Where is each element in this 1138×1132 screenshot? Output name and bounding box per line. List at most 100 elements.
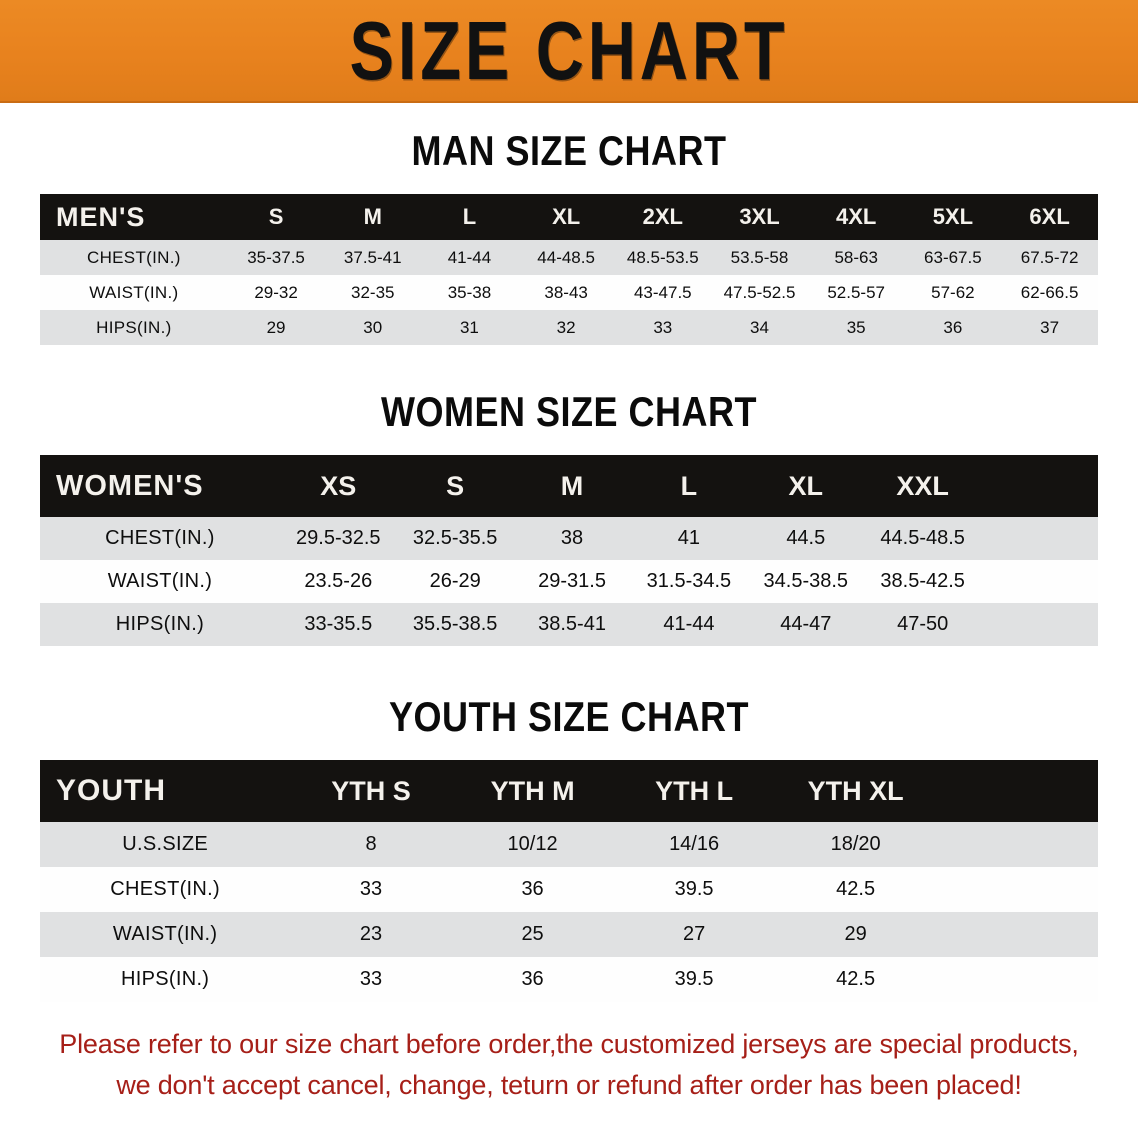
youth-cell: 39.5	[613, 867, 775, 912]
women-cell: 26-29	[396, 560, 514, 603]
man-row-label: CHEST(IN.)	[40, 240, 228, 275]
youth-cell: 27	[613, 912, 775, 957]
man-cell: 57-62	[904, 275, 1002, 310]
footer-line-2: we don't accept cancel, change, teturn o…	[116, 1070, 1022, 1101]
man-cell: 31	[421, 310, 518, 345]
man-cell: 29	[227, 310, 325, 345]
man-cell: 38-43	[517, 275, 615, 310]
women-corner-label: WOMEN'S	[40, 455, 280, 517]
women-column-header: XS	[279, 455, 397, 517]
women-cell: 29.5-32.5	[279, 517, 397, 560]
youth-table-body: U.S.SIZE 8 10/12 14/16 18/20 CHEST(IN.) 33 36 39…	[40, 822, 1098, 1002]
man-column-header: 2XL	[614, 194, 712, 240]
man-cell: 63-67.5	[904, 240, 1002, 275]
man-cell: 58-63	[807, 240, 905, 275]
man-cell: 37.5-41	[324, 240, 422, 275]
women-cell: 38.5-41	[513, 603, 631, 646]
man-cell: 36	[904, 310, 1002, 345]
youth-cell: 29	[774, 912, 937, 957]
man-table-row: HIPS(IN.) 29 30 31 32 33 34 35 36 37	[40, 310, 1098, 345]
man-header-row: MEN'S S M L XL 2XL 3XL 4XL 5XL 6XL	[40, 194, 1098, 240]
man-row-label: WAIST(IN.)	[40, 275, 228, 310]
man-cell: 29-32	[227, 275, 325, 310]
women-table-head: WOMEN'S XS S M L XL XXL	[40, 455, 1098, 517]
youth-column-header	[936, 760, 1098, 822]
youth-column-header: YTH M	[451, 760, 614, 822]
man-column-header: 3XL	[711, 194, 808, 240]
man-cell: 33	[614, 310, 712, 345]
women-cell: 34.5-38.5	[747, 560, 865, 603]
youth-section-title: YOUTH SIZE CHART	[388, 692, 749, 741]
youth-table-row: WAIST(IN.) 23 25 27 29	[40, 912, 1098, 957]
man-table-body: CHEST(IN.) 35-37.5 37.5-41 41-44 44-48.5 48.5…	[40, 240, 1098, 345]
page-banner: SIZE CHART	[0, 0, 1138, 103]
youth-row-label: WAIST(IN.)	[40, 912, 291, 957]
women-cell: 44.5	[747, 517, 865, 560]
man-cell: 32-35	[324, 275, 422, 310]
man-column-header: 5XL	[904, 194, 1002, 240]
youth-cell: 8	[290, 822, 452, 867]
women-cell: 38.5-42.5	[864, 560, 982, 603]
youth-table-row: HIPS(IN.) 33 36 39.5 42.5	[40, 957, 1098, 1002]
women-table-row: CHEST(IN.) 29.5-32.5 32.5-35.5 38 41 44.5 44.5…	[40, 517, 1098, 560]
youth-header-row: YOUTH YTH S YTH M YTH L YTH XL	[40, 760, 1098, 822]
man-table-row: CHEST(IN.) 35-37.5 37.5-41 41-44 44-48.5 48.5…	[40, 240, 1098, 275]
youth-table-head: YOUTH YTH S YTH M YTH L YTH XL	[40, 760, 1098, 822]
women-size-chart-container: WOMEN'S XS S M L XL XXL CHEST(IN.) 29.5-32.5 32…	[40, 455, 1098, 646]
man-cell: 32	[517, 310, 615, 345]
women-cell: 41-44	[630, 603, 748, 646]
youth-column-header: YTH L	[613, 760, 775, 822]
man-cell: 41-44	[421, 240, 518, 275]
women-column-header: L	[630, 455, 748, 517]
man-column-header: M	[324, 194, 422, 240]
youth-cell: 42.5	[774, 867, 937, 912]
women-row-label: HIPS(IN.)	[40, 603, 280, 646]
youth-cell: 39.5	[613, 957, 775, 1002]
youth-size-chart-container: YOUTH YTH S YTH M YTH L YTH XL U.S.SIZE 8 10/…	[40, 760, 1098, 1002]
women-header-row: WOMEN'S XS S M L XL XXL	[40, 455, 1098, 517]
man-column-header: S	[227, 194, 325, 240]
youth-cell	[936, 822, 1098, 867]
youth-cell: 14/16	[613, 822, 775, 867]
youth-cell: 23	[290, 912, 452, 957]
youth-cell: 18/20	[774, 822, 937, 867]
man-size-table: MEN'S S M L XL 2XL 3XL 4XL 5XL 6XL CHEST(IN.) 35-…	[40, 194, 1098, 345]
youth-cell	[936, 867, 1098, 912]
youth-cell: 42.5	[774, 957, 937, 1002]
man-cell: 35-37.5	[227, 240, 325, 275]
man-column-header: XL	[517, 194, 615, 240]
youth-column-header: YTH S	[290, 760, 452, 822]
man-column-header: 4XL	[807, 194, 905, 240]
women-cell	[981, 560, 1098, 603]
man-cell: 52.5-57	[807, 275, 905, 310]
women-table-body: CHEST(IN.) 29.5-32.5 32.5-35.5 38 41 44.5 44.5…	[40, 517, 1098, 646]
women-row-label: CHEST(IN.)	[40, 517, 280, 560]
women-cell	[981, 517, 1098, 560]
footer-line-1: Please refer to our size chart before or…	[59, 1029, 1079, 1059]
man-corner-label: MEN'S	[40, 194, 228, 240]
women-cell	[981, 603, 1098, 646]
youth-cell: 33	[290, 867, 452, 912]
youth-corner-label: YOUTH	[40, 760, 291, 822]
women-size-table: WOMEN'S XS S M L XL XXL CHEST(IN.) 29.5-32.5 32…	[40, 455, 1098, 646]
women-cell: 29-31.5	[513, 560, 631, 603]
footer-disclaimer: Please refer to our size chart before or…	[24, 1024, 1114, 1106]
man-section-title: MAN SIZE CHART	[411, 126, 727, 175]
women-cell: 41	[630, 517, 748, 560]
man-cell: 62-66.5	[1001, 275, 1098, 310]
youth-cell	[936, 912, 1098, 957]
youth-column-header: YTH XL	[774, 760, 937, 822]
women-cell: 31.5-34.5	[630, 560, 748, 603]
man-cell: 47.5-52.5	[711, 275, 808, 310]
women-row-label: WAIST(IN.)	[40, 560, 280, 603]
man-column-header: 6XL	[1001, 194, 1098, 240]
women-cell: 44-47	[747, 603, 865, 646]
women-cell: 38	[513, 517, 631, 560]
man-cell: 43-47.5	[614, 275, 712, 310]
youth-row-label: U.S.SIZE	[40, 822, 291, 867]
youth-cell: 25	[451, 912, 614, 957]
man-cell: 37	[1001, 310, 1098, 345]
man-column-header: L	[421, 194, 518, 240]
page-title: SIZE CHART	[349, 4, 789, 97]
man-table-head: MEN'S S M L XL 2XL 3XL 4XL 5XL 6XL	[40, 194, 1098, 240]
